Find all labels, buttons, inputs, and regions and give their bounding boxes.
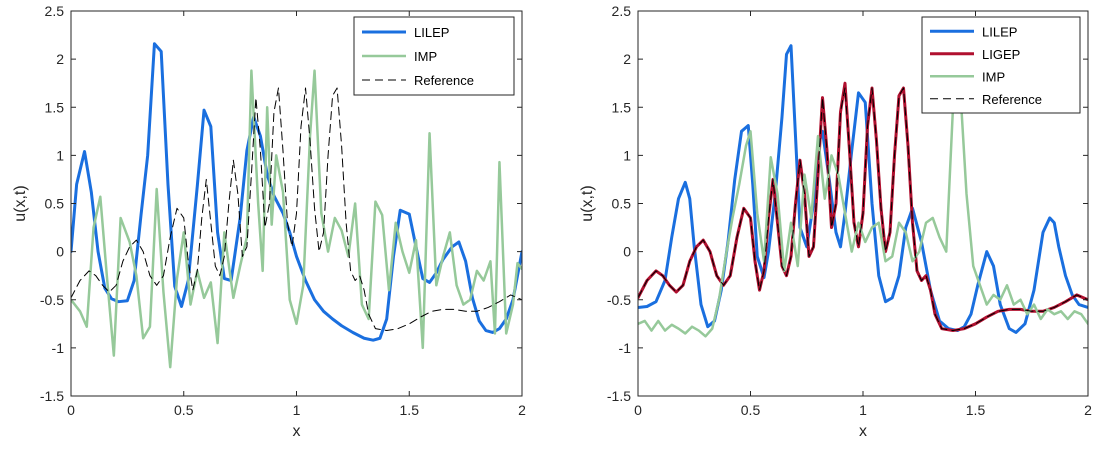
series-group (71, 42, 522, 369)
series-group (638, 44, 1088, 338)
x-tick-label: 2 (1084, 402, 1092, 418)
x-tick-label: 0.5 (741, 402, 761, 418)
chart-2: 0 0.5 1 1.5 2 -1.5 -1 -0.5 0 0.5 1 1.5 2 2.5 x u(x,t) LI… (579, 3, 1092, 440)
y-tick-label: -1 (52, 340, 65, 356)
legend-label-reference: Reference (414, 73, 474, 88)
x-axis-label: x (293, 423, 301, 440)
y-tick-label: 1.5 (612, 99, 632, 115)
y-tick-label: 0 (623, 244, 631, 260)
legend-label-lilep: LILEP (982, 24, 1017, 39)
x-tick-label: 0 (67, 402, 75, 418)
y-tick-label: -1 (619, 340, 632, 356)
y-tick-label: 1 (623, 147, 631, 163)
x-tick-label: 1.5 (966, 402, 986, 418)
series-line-imp (71, 69, 522, 369)
y-tick-label: 1 (56, 147, 64, 163)
legend: LILEP IMP Reference (353, 16, 515, 96)
y-tick-label: 2.5 (612, 3, 632, 19)
legend-box (353, 16, 515, 96)
y-tick-label: 2 (623, 51, 631, 67)
x-tick-label: 0 (634, 402, 642, 418)
y-tick-label: -1.5 (40, 388, 64, 404)
y-tick-label: 1.5 (45, 99, 65, 115)
legend-label-imp: IMP (982, 69, 1005, 84)
legend-label-reference: Reference (982, 92, 1042, 107)
legend-label-ligep: LIGEP (982, 47, 1020, 62)
series-line-imp (638, 79, 1088, 338)
x-tick-label: 1 (293, 402, 301, 418)
legend-label-lilep: LILEP (414, 25, 449, 40)
x-tick-label: 0.5 (174, 402, 194, 418)
y-tick-label: 0 (56, 244, 64, 260)
legend-label-imp: IMP (414, 49, 437, 64)
series-line-reference (71, 87, 522, 332)
y-axis-label: u(x,t) (12, 185, 29, 221)
x-tick-label: 2 (518, 402, 526, 418)
x-tick-label: 1.5 (400, 402, 420, 418)
series-line-lilep (71, 42, 522, 342)
legend: LILEP LIGEP IMP Reference (921, 16, 1081, 114)
y-tick-label: 0.5 (612, 196, 632, 212)
y-tick-label: 2 (56, 51, 64, 67)
y-axis-label: u(x,t) (579, 185, 596, 221)
y-tick-label: -1.5 (607, 388, 631, 404)
chart-1: 0 0.5 1 1.5 2 -1.5 -1 -0.5 0 0.5 1 1.5 2 2.5 x u(x,t) LI… (12, 3, 526, 440)
x-tick-label: 1 (859, 402, 867, 418)
y-tick-label: -0.5 (607, 292, 631, 308)
y-tick-label: 0.5 (45, 196, 65, 212)
x-axis-label: x (859, 423, 867, 440)
legend-box (921, 16, 1081, 114)
y-tick-label: -0.5 (40, 292, 64, 308)
series-line-reference (638, 87, 1088, 332)
y-tick-label: 2.5 (45, 3, 65, 19)
